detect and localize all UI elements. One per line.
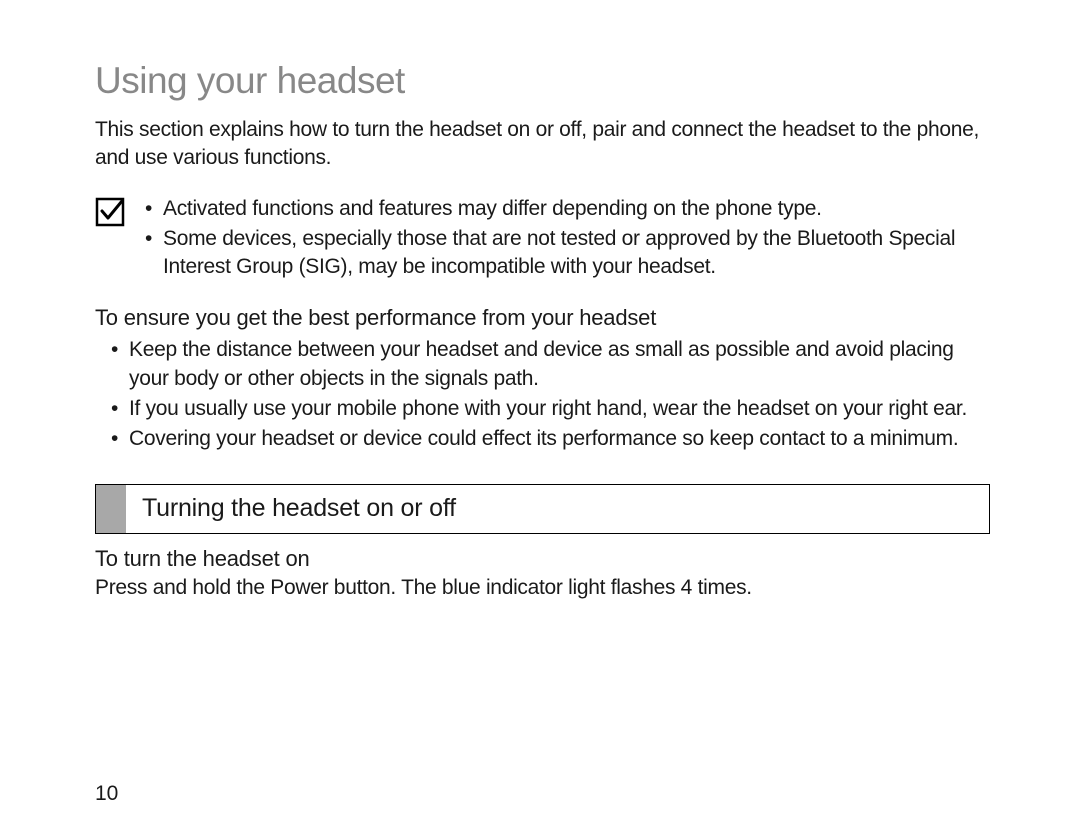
- tips-list: Keep the distance between your headset a…: [95, 336, 990, 453]
- section-heading-text: Turning the headset on or off: [126, 485, 989, 533]
- tips-heading: To ensure you get the best performance f…: [95, 304, 990, 333]
- tip-item: Covering your headset or device could ef…: [95, 425, 990, 453]
- instruction-heading: To turn the headset on: [95, 546, 990, 572]
- note-content: Activated functions and features may dif…: [145, 195, 990, 282]
- page-heading: Using your headset: [95, 60, 990, 102]
- note-box: Activated functions and features may dif…: [95, 195, 990, 282]
- tip-item: If you usually use your mobile phone wit…: [95, 395, 990, 423]
- checkmark-icon: [95, 197, 125, 227]
- instruction-text: Press and hold the Power button. The blu…: [95, 574, 990, 602]
- note-item: Some devices, especially those that are …: [145, 225, 990, 282]
- section-heading-accent: [96, 485, 126, 533]
- section-heading-box: Turning the headset on or off: [95, 484, 990, 534]
- intro-paragraph: This section explains how to turn the he…: [95, 116, 990, 173]
- page-number: 10: [95, 782, 118, 806]
- note-item: Activated functions and features may dif…: [145, 195, 990, 223]
- tip-item: Keep the distance between your headset a…: [95, 336, 990, 393]
